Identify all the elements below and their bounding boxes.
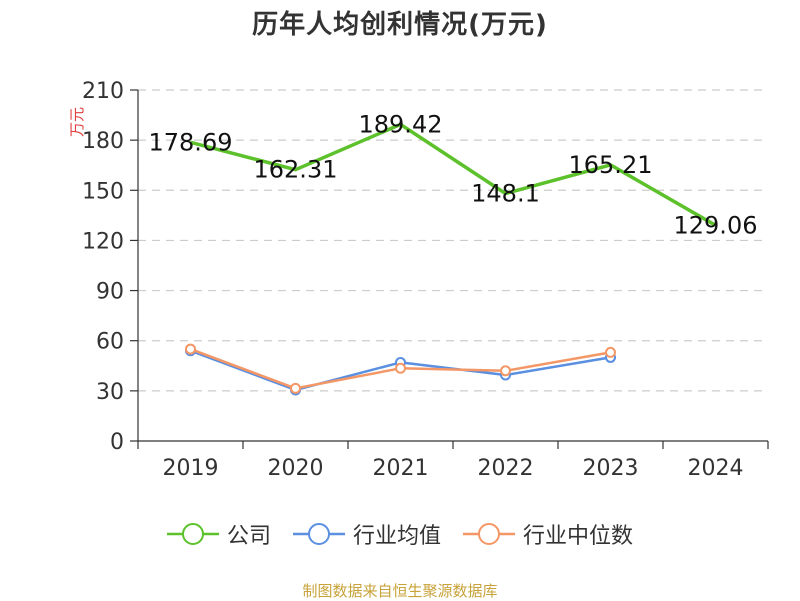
y-axis-label: 万元 [68,107,86,137]
legend-label: 行业均值 [352,524,441,549]
data-labels: 178.69 162.31 189.42 148.1 165.21 129.06 [149,110,758,239]
x-tick-label: 2019 [163,456,219,481]
legend-swatch-icon [463,523,515,545]
x-tick-label: 2024 [688,456,744,481]
source-note: 制图数据来自恒生聚源数据库 [302,582,498,600]
y-tick-label: 210 [82,79,124,104]
y-tick-label: 90 [96,280,124,305]
data-label: 129.06 [674,211,758,239]
y-tick-label: 180 [82,129,124,154]
legend-item[interactable]: 公司 [166,518,271,550]
line-chart: 0 30 60 90 120 150 180 210 2019 2020 2021 2022 2023 2… [68,79,769,481]
y-tick-label: 60 [96,330,124,355]
data-label: 162.31 [254,156,338,184]
y-tick-label: 150 [82,179,124,204]
y-tick-label: 120 [82,229,124,254]
data-label: 189.42 [359,110,443,138]
series-line [190,122,717,227]
legend-label: 行业中位数 [523,524,634,549]
axes: 0 30 60 90 120 150 180 210 2019 2020 2021 2022 2023 2… [82,79,769,481]
legend-label: 公司 [226,524,271,549]
chart-title: 历年人均创利情况(万元) [252,10,548,40]
data-point [605,346,616,358]
gridlines [138,89,768,392]
data-point [185,343,196,355]
data-label: 148.1 [471,179,540,207]
data-label: 165.21 [569,151,653,179]
legend: 公司 行业均值 行业中位数 [0,518,800,550]
legend-item[interactable]: 行业均值 [292,518,441,550]
y-tick-label: 30 [96,380,124,405]
legend-swatch-icon [166,523,219,545]
data-point [500,365,511,377]
x-tick-label: 2021 [373,456,429,481]
x-tick-label: 2020 [268,456,324,481]
data-label: 178.69 [149,128,233,156]
data-point [290,382,301,394]
x-tick-label: 2022 [478,456,534,481]
data-point [395,362,406,374]
series-lines [185,122,717,396]
legend-item[interactable]: 行业中位数 [463,518,633,550]
y-tick-label: 0 [110,430,124,455]
x-tick-label: 2023 [583,456,639,481]
legend-swatch-icon [292,523,345,545]
